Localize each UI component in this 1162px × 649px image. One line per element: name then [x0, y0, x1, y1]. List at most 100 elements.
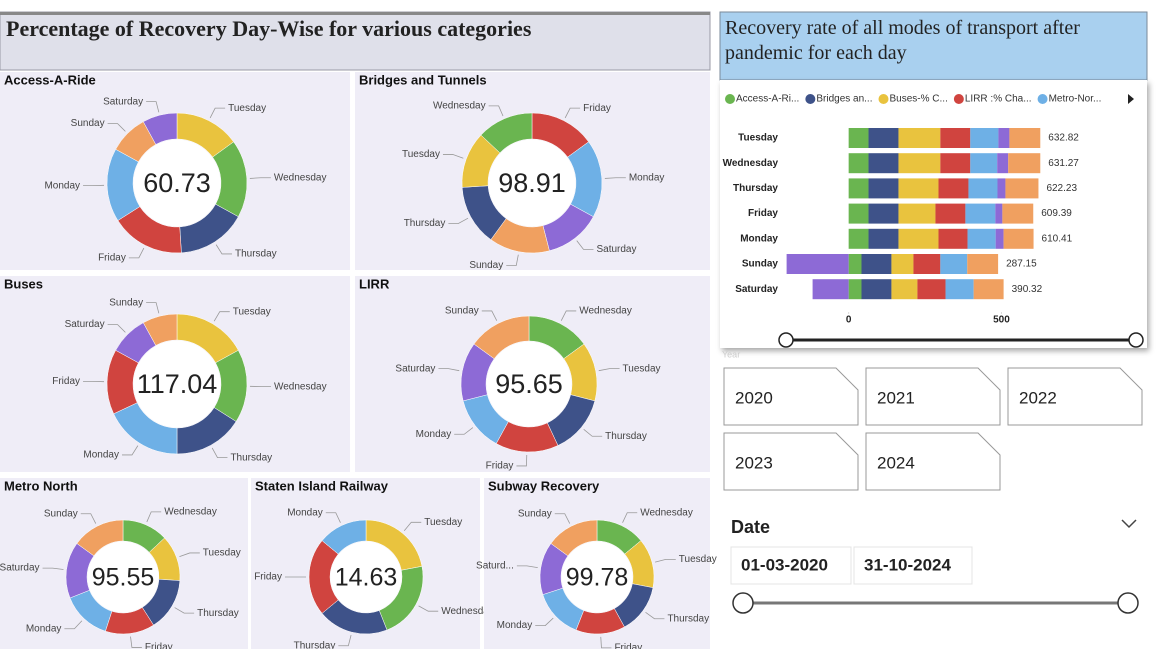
- total-label: 610.41: [1042, 233, 1073, 244]
- bar-title: Recovery rate of all modes of transport …: [725, 17, 1080, 64]
- category-label: Friday: [748, 208, 778, 219]
- year-slicer: 2020 2021 2022 2023 2024: [723, 367, 1143, 491]
- leader-line: [622, 512, 638, 523]
- slice-label: Sunday: [44, 508, 78, 519]
- date-end-box[interactable]: [853, 546, 973, 585]
- donut-hole: [486, 341, 572, 427]
- total-label: 609.39: [1041, 208, 1072, 219]
- legend-label: Buses-% C...: [890, 94, 948, 105]
- donut-slice: [142, 112, 178, 145]
- donut-area: Access-A-Ride Tuesday Wednesday Thursday Fri…: [0, 72, 717, 649]
- leader-line: [645, 611, 665, 620]
- slice-label: Wednesday: [164, 506, 217, 517]
- bar-segment: [1005, 178, 1039, 199]
- bar-segment: [973, 279, 1004, 300]
- bar-segment: [970, 128, 999, 148]
- slice-label: Wednesday: [640, 507, 693, 518]
- year-option: 2023: [735, 453, 773, 472]
- leader-line: [338, 635, 352, 647]
- bar-segment: [940, 254, 968, 274]
- leader-line: [418, 605, 439, 612]
- slice-label: Monday: [44, 180, 80, 191]
- slice-label: Monday: [629, 172, 665, 183]
- leader-line: [146, 101, 160, 113]
- leader-line: [516, 454, 528, 467]
- legend-label: Access-A-Ri...: [736, 94, 799, 105]
- bar-segment: [940, 153, 971, 174]
- center-value: 95.55: [92, 564, 155, 592]
- leader-line: [535, 617, 554, 627]
- leader-line: [655, 558, 676, 563]
- leader-line: [80, 513, 97, 524]
- donut-slice: [480, 112, 533, 154]
- bar-segment: [1009, 128, 1041, 148]
- bar-segment: [898, 228, 939, 249]
- scrollbar-handle[interactable]: [1128, 332, 1144, 348]
- donut-title: Access-A-Ride: [4, 72, 96, 87]
- bar-title-box: [719, 11, 1148, 81]
- slice-label: Friday: [98, 252, 126, 263]
- bar-segment: [967, 254, 999, 274]
- header-box: [0, 11, 711, 71]
- center-value: 95.65: [495, 369, 563, 399]
- bar-segment: [812, 279, 849, 300]
- slice-label: Friday: [254, 572, 282, 583]
- slice-label: Friday: [614, 643, 642, 649]
- year-tile[interactable]: [723, 432, 859, 491]
- bar-segment: [935, 203, 966, 224]
- date-chevron[interactable]: [1121, 519, 1137, 529]
- date-slider-handle[interactable]: [732, 592, 754, 614]
- slice-label: Sunday: [469, 260, 503, 271]
- donut-hole: [133, 139, 221, 227]
- donut-slice: [76, 519, 124, 557]
- center-value: 14.63: [335, 564, 398, 592]
- leader-line: [448, 217, 469, 224]
- leader-line: [325, 512, 341, 523]
- slice-label: Sunday: [518, 508, 552, 519]
- leader-line: [146, 511, 162, 523]
- legend-swatch: [953, 94, 964, 104]
- slice-label: Saturday: [103, 96, 143, 107]
- bar-segment: [868, 128, 899, 148]
- date-slider-handle[interactable]: [1117, 592, 1139, 614]
- scrollbar-handle[interactable]: [778, 332, 794, 348]
- slice-label: Friday: [52, 376, 80, 387]
- bar-segment: [938, 228, 968, 249]
- slice-label: Thursday: [605, 431, 647, 442]
- year-tile[interactable]: [865, 432, 1001, 491]
- slice-label: Tuesday: [233, 306, 271, 317]
- donut-hole: [330, 541, 402, 613]
- date-label: Date: [731, 517, 770, 537]
- year-tile[interactable]: [1007, 367, 1143, 426]
- donut-hole: [133, 340, 221, 428]
- bar-segment: [997, 153, 1009, 174]
- year-tile[interactable]: [865, 367, 1001, 426]
- slice-label: Thursday: [667, 613, 709, 624]
- donut-title: Subway Recovery: [488, 478, 600, 493]
- year-tile[interactable]: [723, 367, 859, 426]
- donut-slice: [550, 519, 598, 557]
- category-label: Sunday: [742, 259, 779, 270]
- leader-line: [438, 368, 460, 372]
- date-end: 31-10-2024: [864, 555, 952, 574]
- slice-label: Sunday: [445, 306, 479, 317]
- bar-segment: [995, 228, 1004, 249]
- slice-label: Saturd...: [476, 561, 514, 572]
- slice-label: Thursday: [230, 452, 272, 463]
- total-label: 632.82: [1048, 133, 1079, 144]
- year-option: 2022: [1019, 388, 1057, 407]
- year-option: 2024: [877, 453, 915, 472]
- slice-label: Saturday: [395, 363, 435, 374]
- date-start-box[interactable]: [730, 546, 852, 585]
- leader-line: [130, 636, 142, 648]
- category-label: Tuesday: [738, 133, 778, 144]
- slice-label: Saturday: [65, 319, 105, 330]
- slice-label: Tuesday: [623, 363, 661, 374]
- leader-line: [209, 107, 226, 119]
- legend-swatch: [1037, 94, 1048, 104]
- leader-line: [179, 552, 200, 558]
- donut-slice: [321, 519, 367, 555]
- leader-line: [64, 620, 83, 630]
- legend-next[interactable]: [1128, 94, 1134, 104]
